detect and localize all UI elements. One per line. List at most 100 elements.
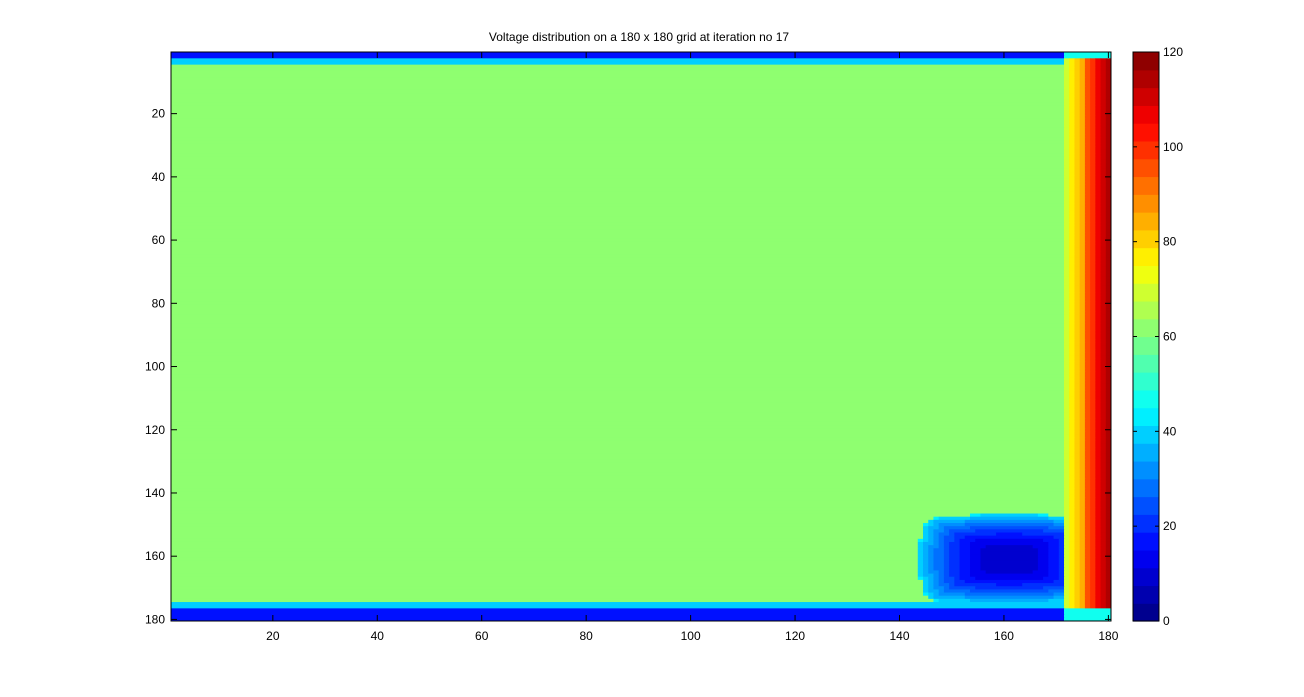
heatmap-cell <box>1100 592 1107 597</box>
heatmap-cell <box>1095 115 1102 119</box>
heatmap-cell <box>1069 105 1076 110</box>
heatmap-cell <box>1084 399 1091 404</box>
heatmap-cell <box>1100 105 1107 110</box>
heatmap-cell <box>1069 181 1076 186</box>
heatmap-cell <box>928 526 940 530</box>
heatmap-cell <box>1105 131 1111 135</box>
heatmap-cell <box>1069 415 1076 420</box>
heatmap-cell <box>1084 263 1091 268</box>
y-tick-label: 60 <box>152 233 166 247</box>
heatmap-cell <box>928 567 935 572</box>
heatmap-cell <box>1095 342 1102 347</box>
heatmap-cell <box>1064 74 1070 78</box>
heatmap-cell <box>1100 64 1107 69</box>
heatmap-cell <box>1090 140 1096 145</box>
heatmap-cell <box>1105 345 1111 350</box>
heatmap-cell <box>1105 598 1111 603</box>
heatmap-cell <box>1090 143 1096 148</box>
heatmap-cell <box>1090 466 1096 470</box>
heatmap-cell <box>1064 475 1070 480</box>
heatmap-cell <box>1079 96 1086 101</box>
heatmap-cell <box>1064 276 1070 281</box>
heatmap-cell <box>1095 545 1102 549</box>
heatmap-cell <box>1095 292 1102 296</box>
heatmap-cell <box>171 614 1065 619</box>
colorbar-band <box>1133 176 1159 195</box>
heatmap-cell <box>1105 295 1111 300</box>
heatmap-cell <box>928 583 935 587</box>
heatmap-cell <box>1105 80 1111 85</box>
heatmap-cell <box>1074 285 1081 290</box>
heatmap-cell <box>1084 570 1091 575</box>
heatmap-cell <box>1064 216 1070 221</box>
heatmap-cell <box>1069 102 1076 107</box>
colorbar-band <box>1133 603 1159 622</box>
heatmap-cell <box>1084 339 1091 344</box>
heatmap-cell <box>959 567 971 572</box>
heatmap-cell <box>1105 194 1111 199</box>
heatmap-cell <box>917 560 924 565</box>
heatmap-cell <box>171 349 1065 353</box>
heatmap-cell <box>1105 210 1111 214</box>
heatmap-cell <box>1090 368 1096 372</box>
heatmap-cell <box>1084 127 1091 132</box>
heatmap-cell <box>171 368 1065 372</box>
heatmap-cell <box>1079 153 1086 157</box>
heatmap-cell <box>1090 415 1096 420</box>
heatmap-cell <box>1074 251 1081 255</box>
heatmap-cell <box>1069 602 1076 606</box>
heatmap-cell <box>1069 251 1076 255</box>
heatmap-cell <box>1064 285 1070 290</box>
heatmap-cell <box>1100 583 1107 587</box>
heatmap-cell <box>1100 137 1107 142</box>
heatmap-cell <box>1074 462 1081 467</box>
heatmap-cell <box>1069 134 1076 138</box>
heatmap-cell <box>1084 247 1091 252</box>
heatmap-cell <box>1084 134 1091 138</box>
heatmap-cell <box>1074 545 1081 549</box>
heatmap-cell <box>1095 497 1102 502</box>
heatmap-cell <box>1105 500 1111 505</box>
heatmap-cell <box>171 197 1065 202</box>
heatmap-cell <box>949 586 976 590</box>
heatmap-cell <box>1095 364 1102 369</box>
heatmap-cell <box>1064 153 1070 157</box>
heatmap-cell <box>1074 361 1081 366</box>
heatmap-cell <box>1079 428 1086 432</box>
heatmap-cell <box>1105 178 1111 183</box>
heatmap-cell <box>1074 529 1081 534</box>
heatmap-cell <box>933 554 945 559</box>
heatmap-cell <box>1100 428 1107 432</box>
heatmap-cell <box>1090 232 1096 236</box>
heatmap-cell <box>1100 447 1107 451</box>
heatmap-cell <box>1100 165 1107 170</box>
heatmap-cell <box>1079 532 1086 537</box>
heatmap-cell <box>938 598 971 603</box>
heatmap-cell <box>1064 551 1070 556</box>
colorbar-band <box>1133 549 1159 569</box>
heatmap-cell <box>1058 545 1065 549</box>
heatmap-cell <box>1079 355 1086 360</box>
heatmap-cell <box>1079 156 1086 161</box>
heatmap-cell <box>1058 570 1065 575</box>
heatmap-cell <box>171 421 1065 426</box>
heatmap-cell <box>1095 124 1102 129</box>
heatmap-cell <box>928 532 935 537</box>
heatmap-cell <box>1105 605 1111 609</box>
heatmap-cell <box>1069 355 1076 360</box>
heatmap-cell <box>1069 339 1076 344</box>
heatmap-cell <box>171 412 1065 417</box>
heatmap-cell <box>1090 510 1096 515</box>
heatmap-cell <box>1074 393 1081 398</box>
heatmap-cell <box>1074 519 1081 524</box>
heatmap-cell <box>1100 314 1107 319</box>
heatmap-cell <box>1100 254 1107 259</box>
heatmap-cell <box>1084 469 1091 474</box>
heatmap-cell <box>1105 396 1111 401</box>
heatmap-cell <box>1074 197 1081 202</box>
heatmap-cell <box>1100 118 1107 123</box>
heatmap-cell <box>1090 308 1096 312</box>
heatmap-cell <box>1064 428 1070 432</box>
heatmap-cell <box>1090 216 1096 221</box>
